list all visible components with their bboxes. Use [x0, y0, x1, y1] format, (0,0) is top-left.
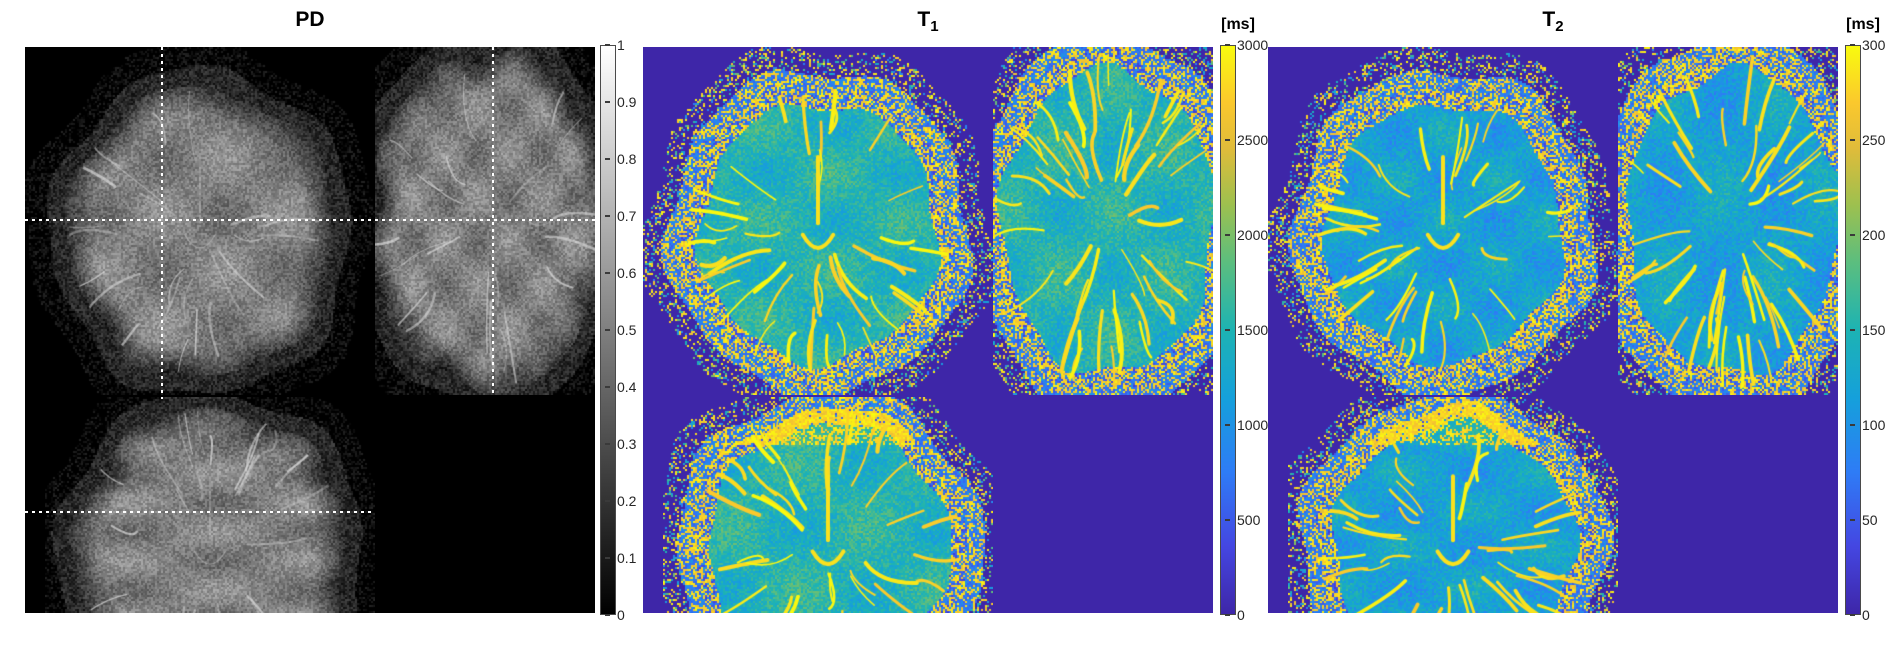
colorbar-tick-label: 0.4 — [617, 379, 637, 395]
colorbar-tick-mark — [1225, 329, 1230, 331]
panel-title-t1: T1 — [643, 5, 1213, 35]
colorbar-tick-mark — [605, 500, 610, 502]
colorbar-tick-label: 500 — [1237, 512, 1261, 528]
t2-colorbar-unit: [ms] — [1846, 16, 1880, 33]
colorbar-tick-label: 1000 — [1237, 417, 1269, 433]
colorbar-tick-mark — [1225, 614, 1230, 616]
colorbar-tick-mark — [605, 614, 610, 616]
pd-axial-slice — [25, 47, 375, 395]
colorbar-tick-label: 200 — [1862, 227, 1886, 243]
t2-sagittal-slice — [1618, 47, 1838, 395]
t1-sagittal-slice — [993, 47, 1213, 395]
panel-title-t1-subscript: 1 — [930, 18, 939, 36]
t2-image-montage — [1268, 47, 1838, 613]
colorbar-tick-mark — [605, 272, 610, 274]
colorbar-tick-label: 0.1 — [617, 550, 637, 566]
colorbar-tick-mark — [605, 557, 610, 559]
panel-title-pd-text: PD — [295, 8, 325, 31]
pd-sagittal-slice — [375, 47, 595, 395]
colorbar-tick-mark — [1850, 234, 1855, 236]
t1-colorbar-unit: [ms] — [1221, 16, 1255, 33]
t1-axial-slice — [643, 47, 993, 395]
colorbar-tick-label: 0 — [1237, 607, 1245, 623]
colorbar-tick-mark — [1850, 44, 1855, 46]
colorbar-tick-mark — [1225, 44, 1230, 46]
colorbar-tick-label: 100 — [1862, 417, 1886, 433]
panel-title-t1-text: T — [917, 8, 931, 31]
colorbar-tick-label: 0.3 — [617, 436, 637, 452]
t1-coronal-slice — [663, 397, 993, 613]
t1-image-montage — [643, 47, 1213, 613]
colorbar-tick-label: 0.8 — [617, 151, 637, 167]
colorbar-tick-label: 2000 — [1237, 227, 1269, 243]
colorbar-tick-mark — [1225, 234, 1230, 236]
t2-axial-slice — [1268, 47, 1618, 395]
colorbar-tick-mark — [1225, 139, 1230, 141]
colorbar-tick-label: 0.7 — [617, 208, 637, 224]
t2-coronal-slice — [1288, 397, 1618, 613]
colorbar-tick-label: 250 — [1862, 132, 1886, 148]
colorbar-tick-label: 0 — [1862, 607, 1870, 623]
panel-title-t2-subscript: 2 — [1555, 18, 1564, 36]
colorbar-tick-mark — [1850, 424, 1855, 426]
colorbar-tick-label: 300 — [1862, 37, 1886, 53]
colorbar-tick-mark — [605, 329, 610, 331]
colorbar-tick-label: 0.6 — [617, 265, 637, 281]
pd-coronal-slice — [45, 397, 375, 613]
colorbar-tick-mark — [1850, 139, 1855, 141]
colorbar-tick-mark — [1225, 519, 1230, 521]
colorbar-tick-label: 0 — [617, 607, 625, 623]
colorbar-tick-mark — [605, 215, 610, 217]
colorbar-tick-mark — [1850, 614, 1855, 616]
colorbar-tick-mark — [1850, 519, 1855, 521]
colorbar-tick-label: 150 — [1862, 322, 1886, 338]
colorbar-tick-label: 1 — [617, 37, 625, 53]
colorbar-tick-mark — [605, 44, 610, 46]
colorbar-tick-mark — [605, 101, 610, 103]
panel-title-t2-text: T — [1542, 8, 1556, 31]
pd-image-montage — [25, 47, 595, 613]
colorbar-tick-mark — [605, 158, 610, 160]
colorbar-tick-label: 50 — [1862, 512, 1878, 528]
colorbar-tick-mark — [1225, 424, 1230, 426]
colorbar-tick-label: 3000 — [1237, 37, 1269, 53]
colorbar-tick-mark — [1850, 329, 1855, 331]
colorbar-tick-mark — [605, 443, 610, 445]
panel-title-pd: PD — [25, 5, 595, 35]
colorbar-tick-mark — [605, 386, 610, 388]
colorbar-tick-label: 2500 — [1237, 132, 1269, 148]
colorbar-tick-label: 0.9 — [617, 94, 637, 110]
panel-title-t2: T2 — [1268, 5, 1838, 35]
colorbar-tick-label: 0.5 — [617, 322, 637, 338]
colorbar-tick-label: 1500 — [1237, 322, 1269, 338]
colorbar-tick-label: 0.2 — [617, 493, 637, 509]
